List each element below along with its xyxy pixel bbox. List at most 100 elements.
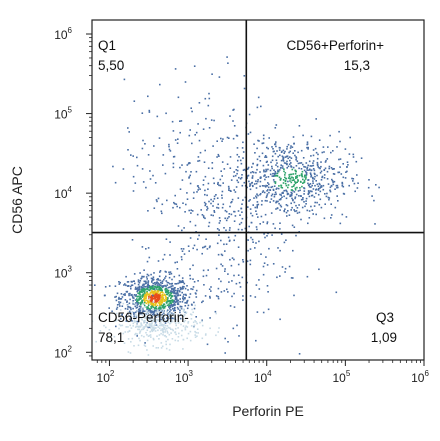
event-dot	[234, 174, 237, 177]
event-dot	[202, 246, 204, 249]
event-dot	[146, 349, 148, 351]
event-dot	[130, 287, 132, 290]
event-dot	[133, 345, 135, 347]
event-dot	[168, 304, 170, 307]
event-dot	[191, 110, 193, 113]
event-dot	[146, 309, 149, 312]
event-dot	[177, 327, 179, 329]
event-dot	[150, 307, 153, 309]
event-dot	[229, 305, 232, 307]
event-dot	[286, 167, 288, 169]
event-dot	[138, 281, 141, 284]
event-dot	[312, 160, 315, 162]
event-dot	[153, 272, 155, 274]
x-tick-label: 103	[175, 369, 193, 385]
event-dot	[272, 263, 275, 265]
event-dot	[170, 309, 172, 311]
event-dot	[168, 145, 170, 148]
event-dot	[217, 253, 220, 256]
event-dot	[251, 175, 254, 177]
event-dot	[320, 206, 323, 209]
event-dot	[248, 200, 250, 202]
event-dot	[212, 200, 214, 203]
event-dot	[165, 238, 168, 240]
event-dot	[228, 213, 231, 215]
event-dot	[288, 214, 291, 216]
event-dot	[147, 306, 149, 308]
event-dot	[166, 327, 168, 330]
event-dot	[117, 298, 120, 300]
event-dot	[170, 304, 172, 307]
event-dot	[159, 302, 161, 304]
event-dot	[156, 319, 158, 321]
event-dot	[182, 202, 184, 204]
event-dot	[148, 320, 151, 323]
event-dot	[152, 337, 155, 340]
event-dots	[91, 56, 380, 356]
event-dot	[338, 171, 341, 174]
event-dot	[200, 209, 202, 211]
event-dot	[272, 188, 275, 191]
event-dot	[169, 327, 171, 329]
event-dot	[287, 157, 289, 160]
event-dot	[291, 224, 294, 227]
event-dot	[169, 320, 172, 322]
event-dot	[259, 171, 261, 173]
event-dot	[275, 172, 277, 175]
event-dot	[154, 307, 156, 310]
event-dot	[268, 137, 270, 139]
event-dot	[294, 169, 297, 172]
event-dot	[125, 317, 127, 320]
event-dot	[197, 186, 200, 189]
event-dot	[166, 288, 168, 291]
event-dot	[172, 285, 174, 287]
event-dot	[301, 173, 303, 175]
event-dot	[168, 306, 170, 308]
event-dot	[179, 314, 182, 316]
event-dot	[195, 316, 197, 318]
event-dot	[342, 192, 345, 195]
event-dot	[160, 291, 162, 294]
event-dot	[131, 337, 134, 340]
event-dot	[143, 304, 146, 307]
event-dot	[279, 249, 281, 252]
event-dot	[189, 237, 192, 239]
event-dot	[208, 246, 211, 249]
event-dot	[256, 158, 259, 161]
event-dot	[274, 181, 277, 183]
event-dot	[157, 299, 160, 302]
event-dot	[148, 295, 150, 298]
event-dot	[159, 271, 161, 273]
event-dot	[174, 287, 176, 289]
event-dot	[158, 327, 161, 330]
event-dot	[210, 119, 213, 121]
event-dot	[119, 281, 121, 284]
event-dot	[334, 206, 337, 209]
event-dot	[233, 189, 235, 191]
event-dot	[161, 299, 163, 301]
event-dot	[323, 177, 326, 179]
event-dot	[145, 186, 147, 189]
event-dot	[168, 312, 171, 314]
event-dot	[315, 192, 317, 195]
event-dot	[238, 335, 240, 337]
event-dot	[138, 295, 140, 298]
event-dot	[196, 322, 198, 325]
event-dot	[179, 294, 182, 296]
event-dot	[287, 210, 289, 212]
event-dot	[329, 190, 332, 193]
event-dot	[221, 265, 224, 267]
event-dot	[153, 296, 156, 298]
event-dot	[256, 147, 258, 150]
event-dot	[158, 286, 161, 289]
event-dot	[173, 291, 176, 294]
event-dot	[159, 289, 162, 292]
event-dot	[217, 153, 220, 156]
event-dot	[275, 124, 278, 126]
event-dot	[119, 301, 122, 304]
event-dot	[140, 328, 143, 331]
event-dot	[146, 288, 148, 290]
event-dot	[241, 276, 244, 279]
event-dot	[305, 162, 308, 164]
event-dot	[287, 143, 290, 146]
